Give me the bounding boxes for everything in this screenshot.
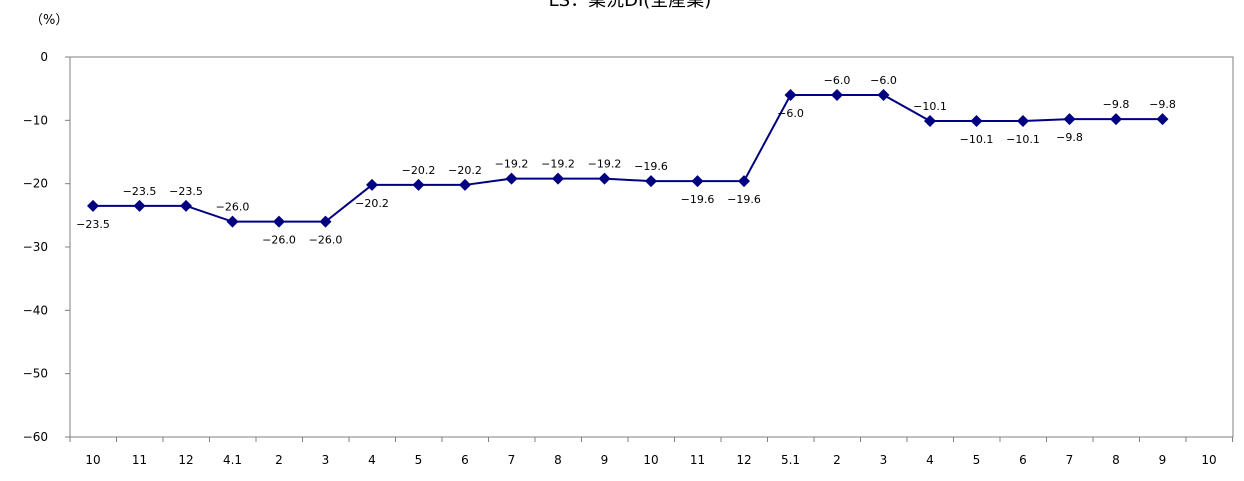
x-tick-label: 9 [601, 453, 609, 467]
data-label: −6.0 [824, 74, 851, 87]
y-tick-label: 0 [40, 50, 48, 64]
y-axis-unit-label: （%） [30, 13, 68, 28]
chart-title: LS：業況DI(全産業) [549, 0, 712, 11]
data-point-marker [273, 215, 285, 228]
x-tick-label: 5 [973, 453, 981, 467]
data-point-marker [970, 114, 983, 127]
data-point-marker [1156, 113, 1169, 126]
data-label: −23.5 [76, 218, 110, 231]
x-tick-label: 5.1 [781, 453, 800, 467]
y-tick-label: −30 [23, 240, 48, 254]
data-point-marker [877, 89, 890, 101]
data-point-marker [691, 175, 704, 188]
data-point-marker [1017, 114, 1029, 127]
data-label: −10.1 [913, 100, 947, 113]
x-tick-label: 6 [461, 453, 469, 467]
data-point-marker [738, 175, 750, 188]
x-tick-label: 11 [132, 453, 147, 467]
data-label: −20.2 [355, 197, 389, 210]
data-point-marker [226, 215, 239, 228]
series-line-group: −23.5 −23.5 −23.5 −26.0 −26.0 −26.0 −20.2 −20.2… [76, 74, 1176, 247]
x-tick-label: 10 [85, 453, 100, 467]
data-label: −10.1 [1006, 133, 1040, 146]
data-label: −19.6 [727, 193, 761, 206]
x-tick-label: 6 [1019, 453, 1027, 467]
x-tick-label: 5 [415, 453, 423, 467]
data-point-marker [598, 172, 611, 185]
data-label: −19.6 [634, 160, 668, 173]
x-tick-label: 4 [926, 453, 934, 467]
x-tick-label: 4.1 [223, 453, 242, 467]
data-label: −9.8 [1056, 131, 1083, 144]
x-tick-label: 12 [178, 453, 193, 467]
x-tick-label: 7 [1066, 453, 1074, 467]
data-point-marker [366, 178, 378, 191]
x-tick-label: 10 [1201, 453, 1216, 467]
x-tick-label: 2 [833, 453, 841, 467]
y-tick-label: −10 [23, 113, 48, 127]
data-label: −19.2 [495, 158, 529, 171]
data-point-marker [412, 178, 425, 191]
data-label: −23.5 [123, 185, 157, 198]
data-point-marker [505, 172, 518, 185]
data-label: −20.2 [402, 164, 436, 177]
data-label: −26.0 [216, 201, 250, 214]
data-point-marker [87, 199, 99, 212]
series-line [93, 94, 1163, 223]
data-label: −26.0 [262, 234, 296, 247]
y-axis: 0 −10 −20 −30 −40 −50 −60 [23, 50, 70, 444]
x-axis: 10 11 12 4.1 2 3 4 5 6 7 8 9 10 11 12 5.1 2 3 4 5 6 7 8 9 10 [69, 437, 1233, 467]
data-label: −9.8 [1149, 98, 1176, 111]
data-point-marker [459, 178, 471, 191]
x-tick-label: 8 [554, 453, 562, 467]
x-tick-label: 9 [1159, 453, 1167, 467]
data-label: −10.1 [960, 133, 994, 146]
x-tick-label: 12 [736, 453, 751, 467]
data-point-marker [552, 172, 564, 185]
x-tick-label: 3 [880, 453, 888, 467]
data-label: −26.0 [309, 234, 343, 247]
x-tick-label: 4 [368, 453, 376, 467]
data-point-marker [924, 114, 936, 127]
data-point-marker [319, 215, 332, 228]
x-tick-label: 3 [322, 453, 330, 467]
data-label: −6.0 [777, 107, 804, 120]
data-point-marker [1110, 113, 1122, 126]
data-point-marker [180, 199, 192, 212]
plot-area [69, 56, 1234, 438]
x-tick-label: 7 [508, 453, 516, 467]
data-label: −9.8 [1103, 98, 1130, 111]
y-tick-label: −20 [23, 177, 48, 191]
data-label: −19.6 [681, 193, 715, 206]
data-point-marker [784, 89, 797, 101]
data-point-marker [133, 199, 146, 212]
data-label: −23.5 [169, 185, 203, 198]
y-tick-label: −60 [23, 430, 48, 444]
y-tick-label: −40 [23, 303, 48, 317]
data-point-marker [645, 175, 657, 188]
x-tick-label: 2 [275, 453, 283, 467]
data-label: −19.2 [541, 158, 575, 171]
x-tick-label: 11 [690, 453, 705, 467]
data-point-marker [831, 89, 843, 101]
x-tick-label: 10 [643, 453, 658, 467]
y-tick-label: −50 [23, 367, 48, 381]
data-label: −19.2 [588, 158, 622, 171]
data-point-marker [1063, 113, 1076, 126]
data-label: −6.0 [870, 74, 897, 87]
x-tick-label: 8 [1112, 453, 1120, 467]
data-label: −20.2 [448, 164, 482, 177]
